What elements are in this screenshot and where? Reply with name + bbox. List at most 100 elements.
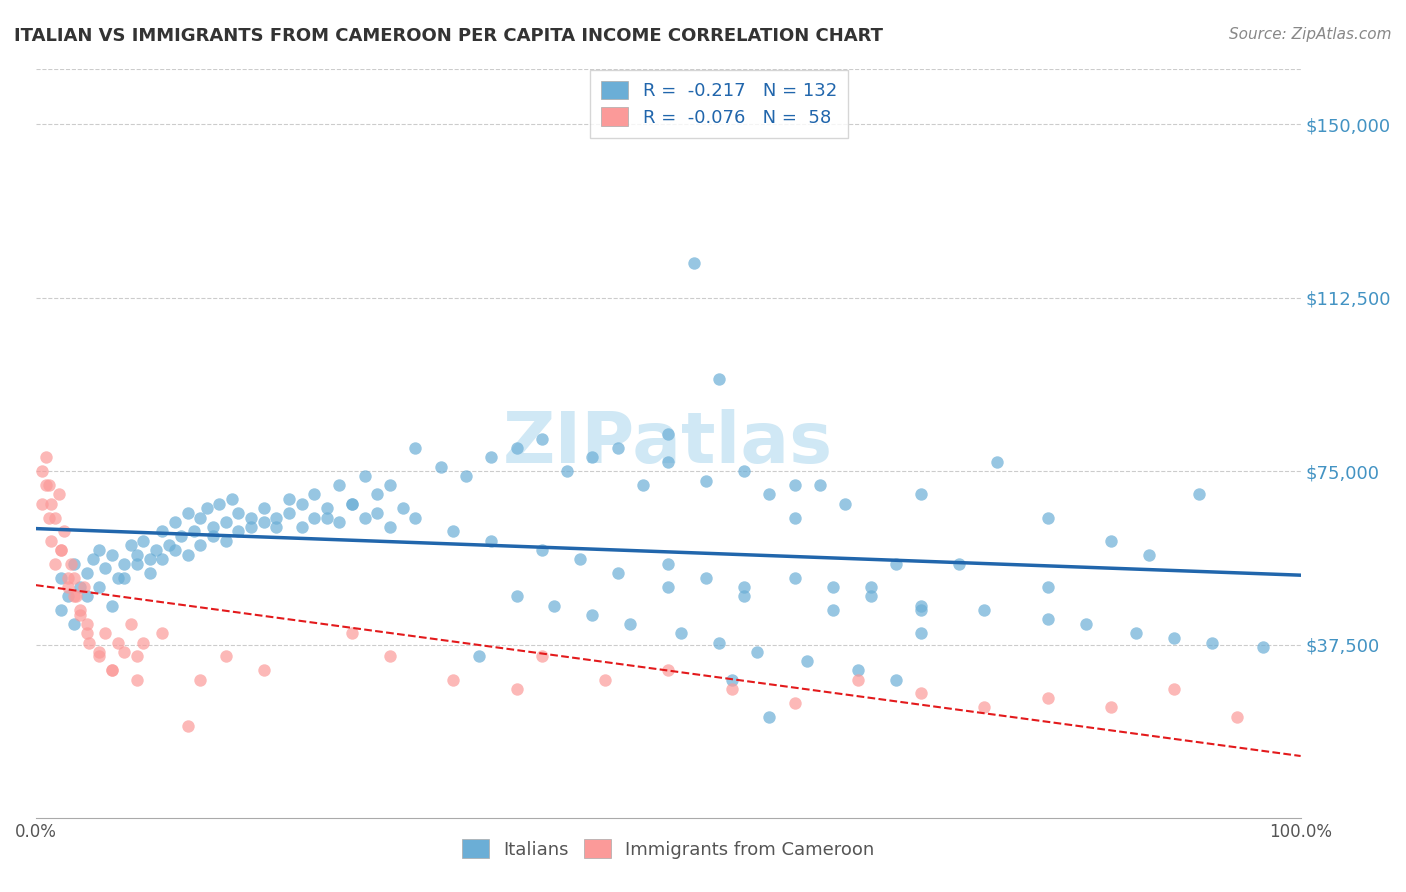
Point	[758, 709, 780, 723]
Point	[910, 686, 932, 700]
Point	[808, 478, 831, 492]
Point	[51, 603, 73, 617]
Point	[1163, 681, 1185, 696]
Point	[733, 589, 755, 603]
Point	[1188, 487, 1211, 501]
Point	[290, 520, 312, 534]
Point	[35, 450, 58, 465]
Point	[77, 635, 100, 649]
Point	[340, 497, 363, 511]
Point	[226, 524, 249, 539]
Point	[214, 649, 236, 664]
Point	[378, 520, 401, 534]
Point	[188, 673, 211, 687]
Point	[188, 510, 211, 524]
Point	[35, 478, 58, 492]
Point	[796, 654, 818, 668]
Point	[132, 533, 155, 548]
Point	[1074, 617, 1097, 632]
Point	[581, 450, 603, 465]
Point	[114, 557, 136, 571]
Point	[1163, 631, 1185, 645]
Legend: R =  -0.217   N = 132, R =  -0.076   N =  58: R = -0.217 N = 132, R = -0.076 N = 58	[591, 70, 848, 137]
Point	[165, 515, 187, 529]
Point	[1036, 691, 1059, 706]
Point	[120, 538, 142, 552]
Point	[378, 478, 401, 492]
Point	[859, 580, 882, 594]
Point	[657, 427, 679, 442]
Point	[948, 557, 970, 571]
Point	[177, 548, 200, 562]
Point	[214, 515, 236, 529]
Point	[51, 543, 73, 558]
Point	[555, 464, 578, 478]
Point	[619, 617, 641, 632]
Point	[606, 441, 628, 455]
Point	[152, 524, 174, 539]
Point	[429, 459, 451, 474]
Point	[63, 557, 86, 571]
Point	[783, 478, 806, 492]
Point	[69, 603, 91, 617]
Point	[1099, 700, 1122, 714]
Point	[201, 529, 224, 543]
Point	[505, 589, 527, 603]
Point	[315, 501, 337, 516]
Point	[114, 645, 136, 659]
Point	[631, 478, 654, 492]
Point	[1036, 580, 1059, 594]
Point	[252, 515, 274, 529]
Text: ZIPatlas: ZIPatlas	[503, 409, 834, 478]
Point	[264, 510, 287, 524]
Point	[302, 510, 325, 524]
Point	[505, 441, 527, 455]
Point	[530, 543, 553, 558]
Point	[783, 510, 806, 524]
Point	[657, 455, 679, 469]
Point	[51, 571, 73, 585]
Point	[530, 432, 553, 446]
Point	[177, 719, 200, 733]
Point	[239, 520, 262, 534]
Point	[973, 603, 995, 617]
Point	[264, 520, 287, 534]
Point	[221, 491, 243, 506]
Point	[127, 673, 149, 687]
Point	[378, 649, 401, 664]
Point	[657, 663, 679, 677]
Point	[127, 649, 149, 664]
Point	[695, 571, 717, 585]
Point	[101, 599, 124, 613]
Point	[31, 464, 53, 478]
Point	[56, 589, 79, 603]
Point	[695, 474, 717, 488]
Point	[56, 580, 79, 594]
Point	[441, 524, 464, 539]
Point	[195, 501, 218, 516]
Point	[340, 497, 363, 511]
Point	[1036, 510, 1059, 524]
Point	[63, 571, 86, 585]
Point	[31, 497, 53, 511]
Point	[38, 478, 60, 492]
Point	[107, 635, 129, 649]
Point	[328, 478, 350, 492]
Point	[733, 464, 755, 478]
Point	[152, 626, 174, 640]
Point	[65, 589, 87, 603]
Point	[479, 450, 502, 465]
Point	[89, 645, 111, 659]
Point	[145, 543, 167, 558]
Point	[94, 626, 117, 640]
Point	[132, 635, 155, 649]
Point	[76, 566, 98, 580]
Point	[177, 506, 200, 520]
Point	[821, 580, 844, 594]
Point	[720, 673, 742, 687]
Point	[733, 580, 755, 594]
Point	[139, 552, 162, 566]
Point	[60, 557, 83, 571]
Point	[76, 626, 98, 640]
Point	[39, 533, 62, 548]
